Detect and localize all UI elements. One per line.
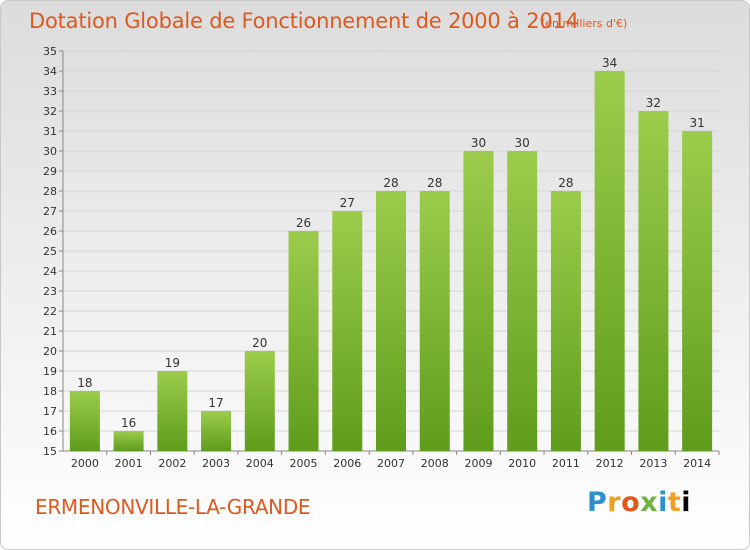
y-tick-label: 27 (43, 205, 57, 218)
x-tick-label: 2013 (639, 457, 667, 470)
y-tick-label: 29 (43, 165, 57, 178)
y-tick-label: 23 (43, 285, 57, 298)
x-tick-label: 2004 (246, 457, 274, 470)
logo-letter: r (607, 487, 622, 518)
data-label: 34 (602, 56, 617, 70)
data-label: 26 (296, 216, 311, 230)
y-tick-label: 30 (43, 145, 57, 158)
y-tick-label: 16 (43, 425, 57, 438)
data-label: 18 (77, 376, 92, 390)
logo-letter: i (658, 487, 668, 518)
y-tick-label: 17 (43, 405, 57, 418)
logo-letter: P (587, 487, 608, 518)
y-tick-label: 32 (43, 105, 57, 118)
y-tick-label: 31 (43, 125, 57, 138)
data-label: 28 (383, 176, 398, 190)
y-tick-label: 21 (43, 325, 57, 338)
y-tick-label: 33 (43, 85, 57, 98)
bar (594, 71, 625, 451)
data-label: 17 (208, 396, 223, 410)
chart-unit-note: (en milliers d'€) (541, 17, 628, 30)
x-tick-label: 2006 (333, 457, 361, 470)
x-tick-label: 2005 (290, 457, 318, 470)
bar (113, 431, 144, 451)
bar (507, 151, 538, 451)
logo-letter: x (640, 487, 659, 518)
bar (157, 371, 188, 451)
bar (419, 191, 450, 451)
x-tick-labels: 2000 2001 2002 2003 2004 2005 2006 2007 2008 2009… (71, 457, 711, 470)
x-tick-label: 2011 (552, 457, 580, 470)
bars (69, 71, 713, 451)
y-tick-label: 26 (43, 225, 57, 238)
bar (332, 211, 363, 451)
data-label: 31 (689, 116, 704, 130)
data-label: 27 (340, 196, 355, 210)
data-label: 28 (427, 176, 442, 190)
bar (244, 351, 275, 451)
logo-letter: i (681, 487, 692, 518)
proxiti-logo: Proxiti (587, 487, 691, 518)
x-tick-label: 2007 (377, 457, 405, 470)
y-tick-labels: 15 16 17 18 19 20 21 22 23 24 25 26 27 28 29 30 31 32 33 34… (43, 45, 57, 458)
y-tick-label: 15 (43, 445, 57, 458)
x-tick-label: 2008 (421, 457, 449, 470)
y-tick-label: 19 (43, 365, 57, 378)
x-tick-label: 2012 (596, 457, 624, 470)
x-tick-label: 2000 (71, 457, 99, 470)
data-label: 20 (252, 336, 267, 350)
data-labels: 18 16 19 17 20 26 27 28 28 30 30 28 34 32 31 (77, 56, 705, 430)
x-tick-label: 2002 (158, 457, 186, 470)
chart-title: Dotation Globale de Fonctionnement de 20… (29, 9, 579, 33)
x-tick-label: 2010 (508, 457, 536, 470)
y-tick-label: 24 (43, 265, 57, 278)
bar (69, 391, 100, 451)
data-label: 28 (558, 176, 573, 190)
commune-name: ERMENONVILLE-LA-GRANDE (35, 495, 311, 519)
data-label: 16 (121, 416, 136, 430)
y-tick-label: 20 (43, 345, 57, 358)
y-tick-label: 35 (43, 45, 57, 58)
bar (463, 151, 494, 451)
logo-letter: t (667, 487, 682, 518)
bar (201, 411, 232, 451)
y-tick-label: 25 (43, 245, 57, 258)
data-label: 32 (646, 96, 661, 110)
y-tick-label: 18 (43, 385, 57, 398)
x-tick-label: 2003 (202, 457, 230, 470)
data-label: 19 (165, 356, 180, 370)
x-tick-label: 2014 (683, 457, 711, 470)
data-label: 30 (515, 136, 530, 150)
bar (550, 191, 581, 451)
data-label: 30 (471, 136, 486, 150)
x-tick-label: 2009 (464, 457, 492, 470)
logo-letter: o (621, 487, 641, 518)
bar (682, 131, 713, 451)
bar (376, 191, 406, 451)
y-tick-label: 28 (43, 185, 57, 198)
x-tick-label: 2001 (115, 457, 143, 470)
bar (638, 111, 669, 451)
y-tick-label: 22 (43, 305, 57, 318)
y-tick-label: 34 (43, 65, 57, 78)
bar (288, 231, 319, 451)
